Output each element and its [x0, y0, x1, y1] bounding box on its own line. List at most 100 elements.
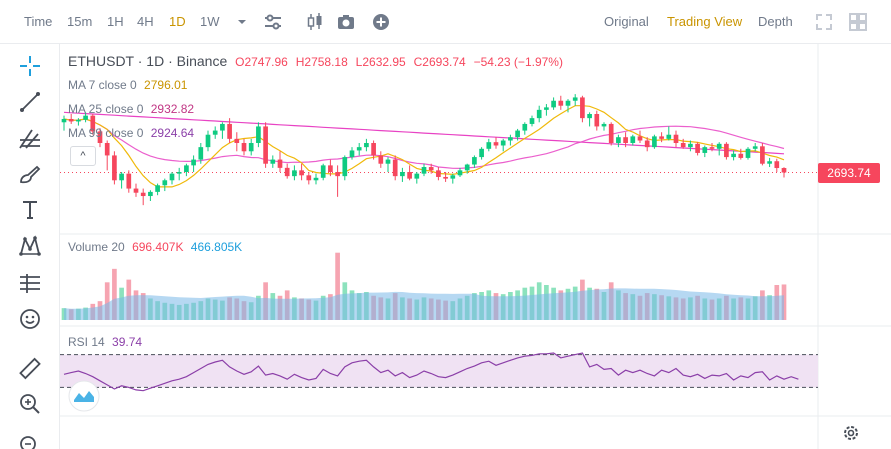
- zoom-in-icon[interactable]: [18, 392, 42, 416]
- grid-layout-icon[interactable]: [848, 12, 868, 32]
- view-depth[interactable]: Depth: [758, 14, 793, 29]
- candle-body: [428, 167, 434, 171]
- zoom-out-icon[interactable]: [18, 434, 42, 449]
- volume-bar: [335, 252, 340, 320]
- candle-body: [227, 123, 232, 139]
- last-price-tag: 2693.74: [818, 163, 880, 183]
- candle-body: [104, 143, 110, 156]
- rsi-band: [60, 354, 818, 388]
- candle: [140, 188, 146, 206]
- candle: [731, 150, 736, 161]
- candle-body: [76, 119, 81, 122]
- candle: [630, 134, 636, 146]
- time-button[interactable]: Time: [24, 14, 53, 29]
- candle: [184, 163, 189, 177]
- candle-body: [407, 172, 412, 179]
- candle-body: [169, 173, 175, 181]
- fullscreen-icon[interactable]: [814, 12, 834, 32]
- interval-15m[interactable]: 15m: [67, 14, 93, 29]
- candle: [241, 138, 247, 156]
- candle-body: [702, 147, 708, 153]
- candle: [414, 172, 420, 184]
- interval-1d[interactable]: 1D: [169, 14, 186, 29]
- measure-icon[interactable]: [18, 271, 42, 295]
- candle-body: [781, 168, 787, 173]
- candle: [155, 183, 160, 196]
- candle-body: [623, 137, 628, 143]
- ma25-value: 2932.82: [150, 102, 195, 116]
- trendline-icon[interactable]: [18, 90, 42, 114]
- add-circle-icon[interactable]: [371, 12, 391, 32]
- ma7-legend: MA 7 close 0 2796.01: [68, 78, 191, 92]
- view-trading-view[interactable]: Trading View: [667, 14, 743, 29]
- candle: [774, 158, 780, 172]
- brush-icon[interactable]: [18, 162, 42, 186]
- candle: [90, 114, 96, 135]
- ma7-label: MA 7 close 0: [68, 78, 137, 92]
- high-value: H2758.18: [295, 55, 348, 69]
- candle-body: [270, 159, 276, 164]
- gear-icon[interactable]: [841, 423, 861, 443]
- candle: [68, 114, 74, 124]
- candle: [695, 142, 700, 156]
- chart-canvas[interactable]: [60, 44, 891, 449]
- candle: [767, 157, 772, 168]
- emoji-icon[interactable]: [18, 307, 42, 331]
- legend-collapse-button[interactable]: ^: [70, 146, 96, 166]
- candle: [659, 132, 664, 143]
- candle: [148, 190, 153, 201]
- candle: [313, 173, 319, 185]
- candle: [572, 94, 578, 106]
- volume-value-1: 696.407K: [132, 240, 184, 254]
- candle-body: [414, 173, 420, 179]
- candle-body: [752, 146, 758, 149]
- interval-4h[interactable]: 4H: [137, 14, 154, 29]
- candle-body: [212, 130, 218, 135]
- text-icon[interactable]: [18, 198, 42, 222]
- candle-body: [688, 143, 693, 148]
- candle-body: [205, 134, 211, 148]
- candle-body: [479, 148, 484, 158]
- candle: [176, 167, 182, 181]
- camera-icon[interactable]: [336, 12, 356, 32]
- interval-1w[interactable]: 1W: [200, 14, 220, 29]
- candle: [119, 172, 124, 189]
- candle-body: [508, 137, 513, 141]
- candle-body: [616, 137, 621, 143]
- candle: [558, 95, 564, 110]
- candle: [551, 97, 556, 110]
- candle-body: [464, 164, 470, 171]
- candle: [104, 140, 110, 171]
- candle: [263, 122, 268, 168]
- chevron-down-icon[interactable]: [232, 12, 252, 32]
- candle-body: [767, 161, 772, 164]
- drawing-toolbar: [0, 44, 60, 449]
- candle-body: [140, 192, 146, 197]
- candle: [673, 130, 679, 148]
- ohlc-legend: ETHUSDT · 1D · Binance O2747.96 H2758.18…: [68, 53, 567, 69]
- candle: [227, 118, 232, 143]
- chart-area[interactable]: ETHUSDT · 1D · Binance O2747.96 H2758.18…: [60, 44, 891, 449]
- candle-body: [450, 175, 456, 179]
- fib-tool-icon[interactable]: [18, 126, 42, 150]
- ruler-icon[interactable]: [18, 356, 42, 380]
- volume-label: Volume 20: [68, 240, 125, 254]
- candlestick-icon[interactable]: [305, 12, 325, 32]
- interval-1h[interactable]: 1H: [107, 14, 124, 29]
- candle-body: [587, 114, 592, 119]
- candle-body: [220, 123, 225, 131]
- candle: [464, 163, 470, 174]
- ma99-line: [63, 111, 785, 155]
- view-original[interactable]: Original: [604, 14, 649, 29]
- candle-body: [716, 143, 722, 149]
- candle: [248, 138, 254, 156]
- candle: [61, 115, 67, 131]
- candle: [472, 155, 477, 168]
- indicator-settings-icon[interactable]: [263, 12, 283, 32]
- crosshair-icon[interactable]: [18, 54, 42, 78]
- candle: [781, 167, 787, 178]
- candle-body: [112, 155, 117, 181]
- pattern-icon[interactable]: [18, 234, 42, 258]
- candle-body: [90, 115, 96, 132]
- candle: [500, 138, 506, 152]
